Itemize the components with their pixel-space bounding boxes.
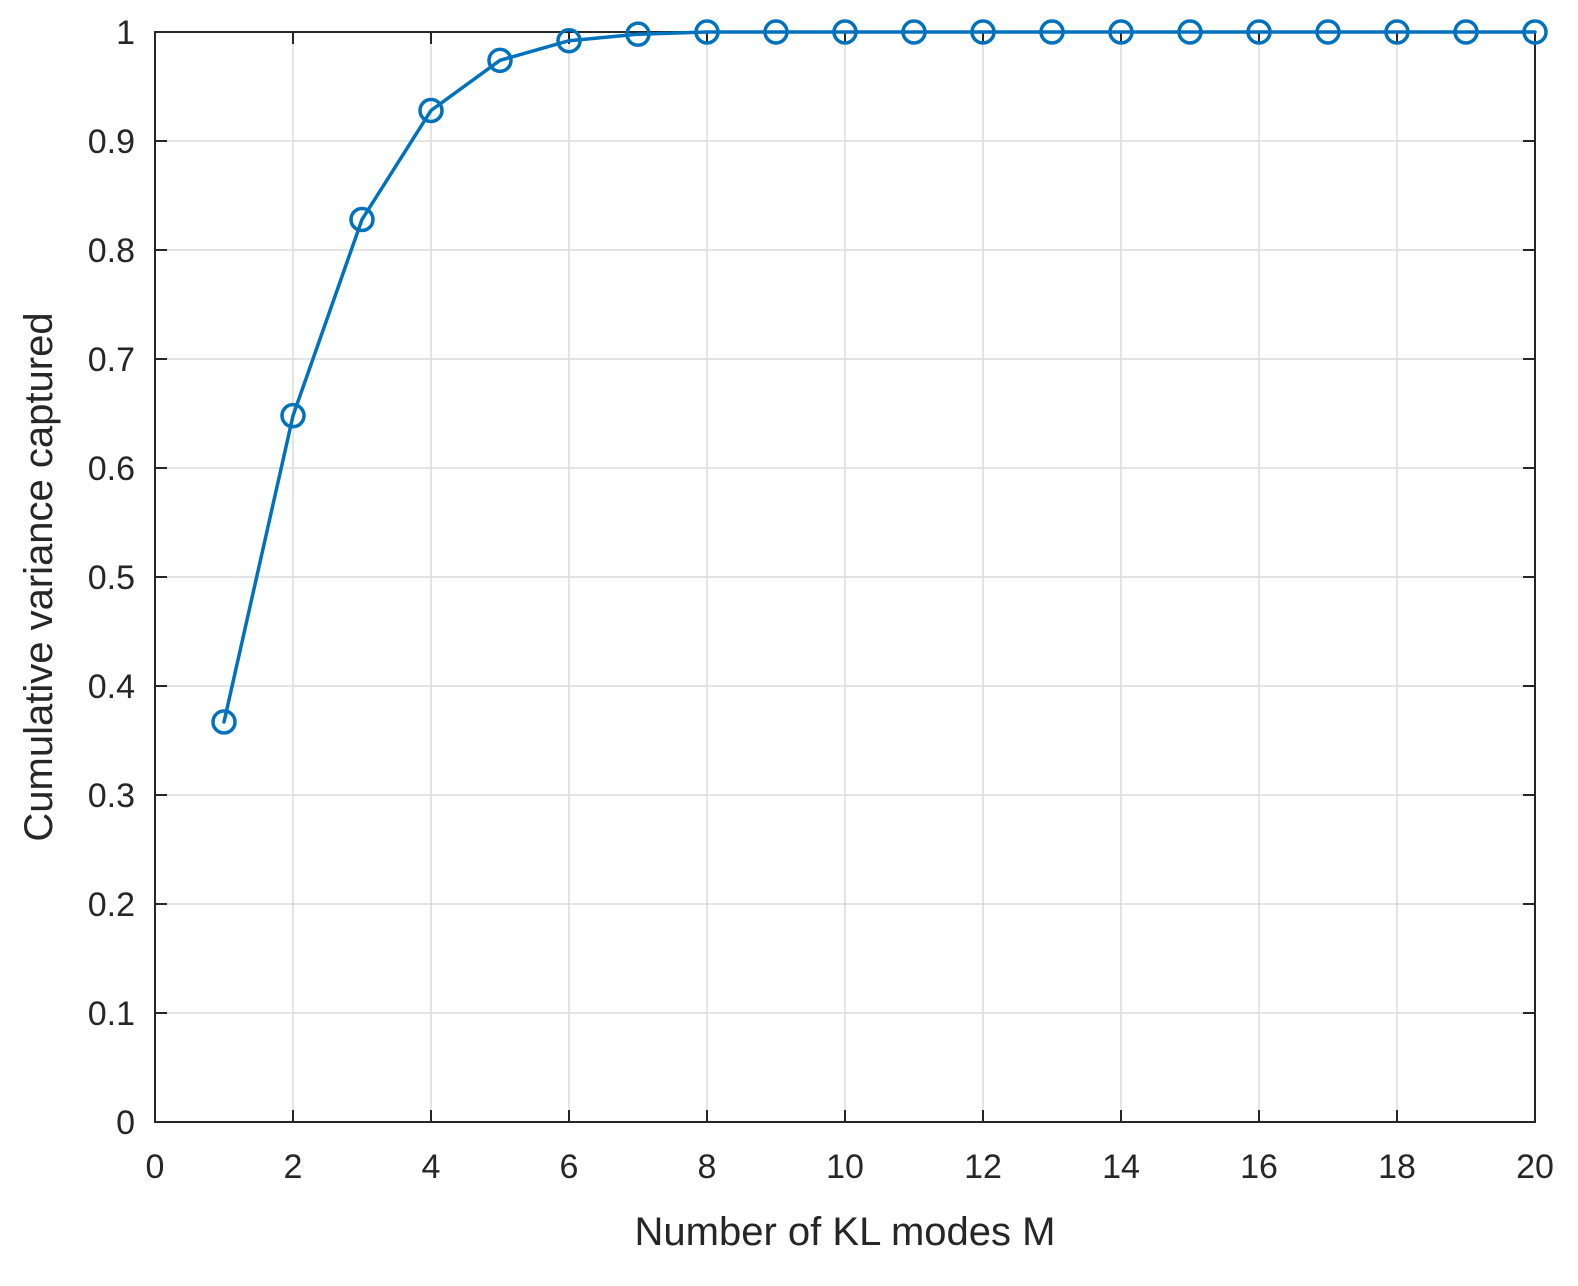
x-axis-label: Number of KL modes M (635, 1210, 1056, 1254)
x-tick-label: 6 (560, 1148, 579, 1186)
data-point-marker (694, 19, 720, 45)
data-point-marker (625, 21, 651, 47)
data-point-marker (1315, 19, 1341, 45)
x-tick-label: 4 (422, 1148, 441, 1186)
x-tick-label: 2 (284, 1148, 303, 1186)
y-tick-label: 0.1 (88, 995, 135, 1033)
data-point-marker (763, 19, 789, 45)
y-tick-label: 0.2 (88, 886, 135, 924)
x-tick-label: 14 (1102, 1148, 1140, 1186)
data-point-marker (1039, 19, 1065, 45)
y-tick-label: 0.3 (88, 777, 135, 815)
data-point-marker (556, 27, 582, 54)
data-point-marker (1108, 19, 1134, 45)
data-point-marker (1384, 19, 1410, 45)
x-tick-label: 18 (1378, 1148, 1416, 1186)
data-point-marker (832, 19, 858, 45)
data-point-marker (1246, 19, 1272, 45)
data-point-marker (901, 19, 927, 45)
y-tick-label: 0.8 (88, 232, 135, 270)
data-point-marker (970, 19, 996, 45)
y-tick-label: 0 (116, 1104, 135, 1142)
grid-lines (155, 32, 1535, 1122)
y-tick-label: 1 (116, 14, 135, 52)
data-point-marker (349, 206, 375, 233)
y-tick-label: 0.5 (88, 559, 135, 597)
y-tick-label: 0.7 (88, 341, 135, 379)
data-point-marker (1177, 19, 1203, 45)
y-axis-label: Cumulative variance captured (17, 312, 61, 841)
x-tick-label: 0 (146, 1148, 165, 1186)
data-point-marker (1453, 19, 1479, 45)
data-point-marker (280, 402, 306, 429)
data-series (211, 19, 1548, 735)
x-tick-label: 20 (1516, 1148, 1554, 1186)
x-tick-label: 8 (698, 1148, 717, 1186)
data-point-marker (418, 97, 444, 124)
y-tick-label: 0.6 (88, 450, 135, 488)
data-point-marker (211, 709, 237, 735)
x-tick-label: 12 (964, 1148, 1002, 1186)
y-tick-label: 0.9 (88, 123, 135, 161)
series-line (222, 30, 1537, 724)
data-point-marker (487, 47, 513, 74)
data-point-marker (1522, 19, 1548, 45)
x-tick-label: 16 (1240, 1148, 1278, 1186)
x-tick-label: 10 (826, 1148, 864, 1186)
y-tick-label: 0.4 (88, 668, 135, 706)
axis-ticks: 0 2 4 6 8 10 12 14 16 18 20 0 0.1 0.2 0.3 0.4 0.5 0.6 0.7 0… (88, 14, 1554, 1186)
